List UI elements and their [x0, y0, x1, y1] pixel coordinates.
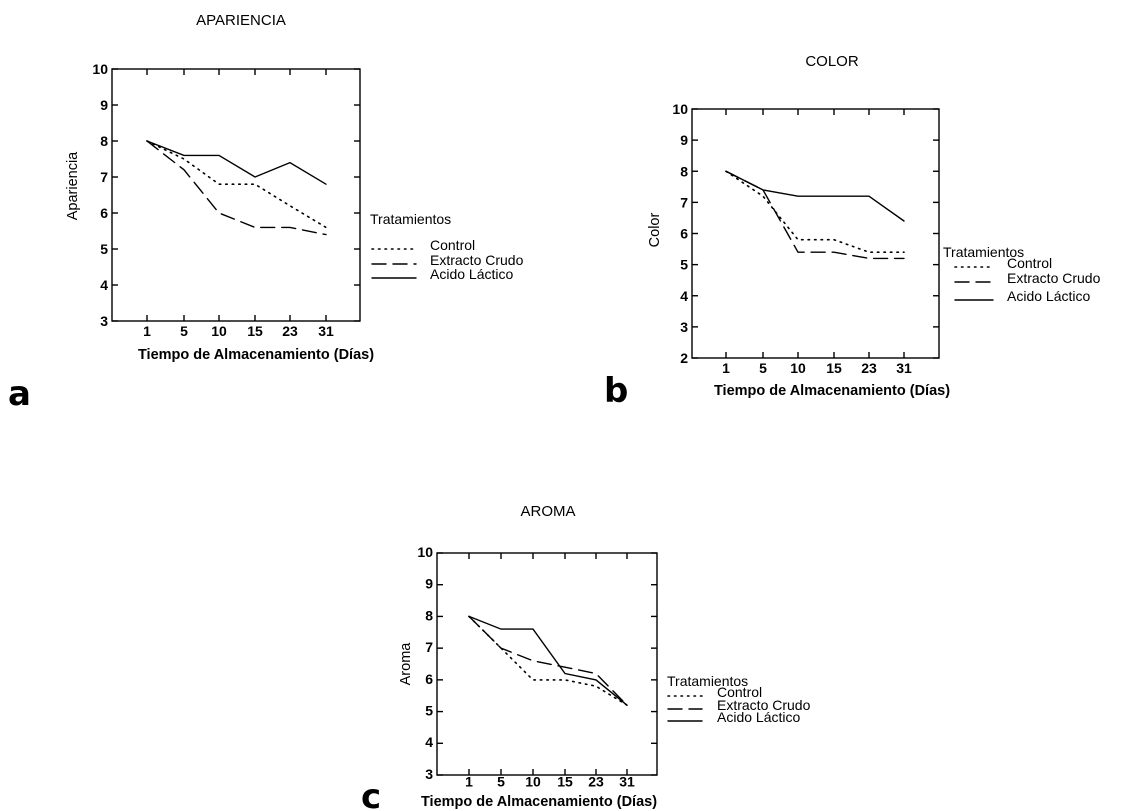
y-axis-label: Color — [647, 213, 663, 248]
plot-frame — [436, 552, 658, 776]
x-tick-label: 15 — [826, 360, 842, 376]
x-tick-label: 31 — [619, 774, 635, 790]
x-tick-label: 10 — [790, 360, 806, 376]
x-tick-label: 5 — [180, 323, 188, 339]
plot-frame — [691, 108, 940, 359]
series-line-solid — [725, 170, 905, 222]
y-tick-label: 6 — [425, 671, 433, 687]
legend-item-label: Control — [717, 684, 762, 700]
y-tick-label: 8 — [425, 607, 433, 623]
y-tick-label: 8 — [680, 163, 688, 179]
y-tick-label: 10 — [672, 101, 688, 117]
legend-title: Tratamientos — [370, 211, 451, 227]
y-tick-label: 4 — [680, 288, 688, 304]
x-tick-label: 5 — [497, 774, 505, 790]
y-tick-label: 5 — [425, 702, 433, 718]
x-tick-label: 23 — [282, 323, 298, 339]
y-tick-label: 10 — [417, 544, 433, 560]
x-tick-label: 31 — [318, 323, 334, 339]
y-tick-label: 5 — [680, 257, 688, 273]
y-tick-label: 8 — [100, 133, 108, 149]
y-tick-label: 3 — [100, 313, 108, 329]
legend-title: Tratamientos — [943, 244, 1024, 260]
y-tick-label: 2 — [680, 350, 688, 366]
legend-title: Tratamientos — [667, 673, 748, 689]
plot-frame — [111, 68, 361, 322]
legend-item-label: Extracto Crudo — [430, 252, 524, 268]
series-line-dotted — [725, 170, 905, 253]
legend-item-label: Control — [430, 237, 475, 253]
y-axis-label: Apariencia — [65, 151, 81, 220]
chart-title: COLOR — [805, 53, 859, 70]
x-tick-label: 1 — [722, 360, 730, 376]
series-line-dashed — [146, 140, 327, 236]
x-tick-label: 23 — [588, 774, 604, 790]
legend-item-label: Extracto Crudo — [1007, 270, 1101, 286]
series-line-solid — [468, 615, 628, 706]
panel-label: b — [604, 371, 628, 411]
y-tick-label: 7 — [425, 639, 433, 655]
series-line-dashed — [468, 615, 628, 706]
panel-label: c — [361, 777, 381, 811]
legend-item-label: Extracto Crudo — [717, 697, 811, 713]
y-tick-label: 4 — [100, 277, 108, 293]
x-tick-label: 15 — [557, 774, 573, 790]
y-tick-label: 6 — [680, 226, 688, 242]
y-tick-label: 7 — [680, 194, 688, 210]
series-line-dotted — [468, 615, 628, 707]
legend-item-label: Acido Láctico — [717, 709, 800, 725]
y-tick-label: 6 — [100, 205, 108, 221]
y-tick-label: 9 — [425, 576, 433, 592]
x-tick-label: 15 — [247, 323, 263, 339]
x-tick-label: 1 — [143, 323, 151, 339]
y-tick-label: 9 — [680, 132, 688, 148]
y-tick-label: 10 — [92, 61, 108, 77]
x-axis-label: Tiempo de Almacenamiento (Días) — [714, 383, 950, 399]
panel-label: a — [8, 374, 31, 414]
x-axis-label: Tiempo de Almacenamiento (Días) — [138, 347, 374, 363]
y-tick-label: 3 — [425, 766, 433, 782]
chart-title: APARIENCIA — [196, 12, 286, 29]
y-tick-label: 7 — [100, 169, 108, 185]
y-tick-label: 5 — [100, 241, 108, 257]
x-tick-label: 31 — [896, 360, 912, 376]
x-tick-label: 10 — [525, 774, 541, 790]
legend-item-label: Acido Láctico — [430, 266, 513, 282]
x-tick-label: 10 — [211, 323, 227, 339]
x-tick-label: 5 — [759, 360, 767, 376]
y-tick-label: 4 — [425, 734, 433, 750]
series-line-solid — [146, 140, 327, 185]
x-axis-label: Tiempo de Almacenamiento (Días) — [421, 794, 657, 810]
y-tick-label: 9 — [100, 97, 108, 113]
y-tick-label: 3 — [680, 319, 688, 335]
x-tick-label: 1 — [465, 774, 473, 790]
y-axis-label: Aroma — [398, 642, 414, 686]
x-tick-label: 23 — [861, 360, 877, 376]
chart-title: AROMA — [520, 503, 575, 520]
series-line-dotted — [146, 140, 327, 229]
legend-item-label: Control — [1007, 255, 1052, 271]
legend-item-label: Acido Láctico — [1007, 288, 1090, 304]
